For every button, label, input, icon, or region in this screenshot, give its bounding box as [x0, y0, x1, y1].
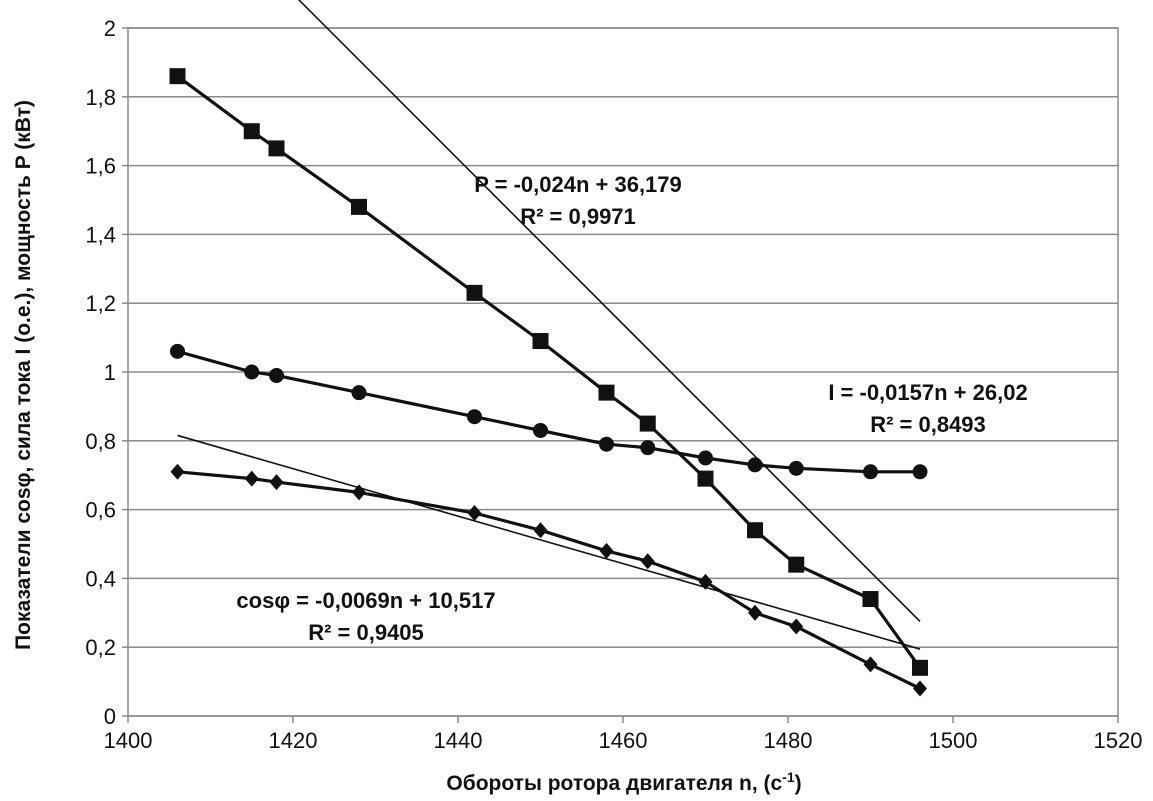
data-point-diamond — [352, 484, 366, 501]
data-point-circle — [912, 464, 928, 480]
trendline-diamond — [177, 434, 921, 650]
trendline-square — [297, 0, 921, 622]
data-point-circle — [467, 409, 482, 425]
equation-cos: cosφ = -0,0069n + 10,517 — [236, 588, 495, 613]
y-tick-label: 1,6 — [85, 154, 116, 179]
data-point-diamond — [698, 573, 713, 590]
data-point-circle — [747, 457, 763, 473]
equation-i: I = -0,0157n + 26,02 — [828, 380, 1027, 405]
x-tick-label: 1440 — [434, 728, 483, 753]
data-point-diamond — [533, 522, 548, 539]
data-point-square — [747, 522, 763, 539]
data-point-circle — [599, 436, 614, 452]
data-point-square — [243, 123, 260, 140]
data-point-square — [697, 470, 714, 487]
data-point-circle — [788, 460, 804, 476]
x-axis-title-main: Обороты ротора двигателя n, (с — [446, 772, 782, 795]
data-point-square — [862, 591, 879, 608]
data-point-square — [268, 140, 285, 157]
data-point-circle — [640, 440, 656, 456]
data-point-diamond — [863, 656, 878, 673]
x-axis-title-tail: ) — [795, 772, 802, 795]
x-axis-title: Обороты ротора двигателя n, (с-1) — [446, 769, 801, 795]
data-point-square — [598, 384, 615, 401]
data-point-circle — [351, 385, 367, 401]
x-tick-label: 1500 — [929, 728, 978, 753]
y-axis-title: Показатели cosφ, сила тока I (о.е.), мощ… — [12, 100, 35, 650]
data-point-square — [532, 333, 549, 350]
equation-p: P = -0,024n + 36,179 — [474, 172, 682, 197]
data-point-diamond — [640, 553, 655, 570]
x-axis-title-sup: -1 — [782, 769, 795, 785]
trendlines — [177, 0, 921, 650]
data-point-square — [912, 659, 928, 676]
data-point-diamond — [269, 474, 284, 491]
y-tick-label: 1,2 — [85, 291, 116, 316]
y-tick-label: 0,2 — [85, 635, 116, 660]
data-point-circle — [863, 464, 878, 480]
data-series — [169, 68, 928, 697]
data-point-diamond — [913, 680, 927, 697]
y-tick-label: 1 — [104, 360, 116, 385]
y-tick-label: 0,6 — [85, 498, 116, 523]
y-tick-label: 0 — [104, 704, 116, 729]
r2-p: R² = 0,9971 — [520, 204, 636, 229]
data-point-diamond — [748, 604, 762, 621]
data-point-square — [169, 68, 186, 85]
x-tick-label: 1460 — [599, 728, 648, 753]
data-point-circle — [698, 450, 713, 466]
data-point-diamond — [789, 618, 804, 635]
x-tick-label: 1480 — [764, 728, 813, 753]
x-tick-label: 1420 — [269, 728, 318, 753]
data-point-square — [466, 284, 483, 301]
x-tick-label: 1400 — [104, 728, 153, 753]
tick-labels: 0 0,2 0,4 0,6 0,8 1 1,2 1,4 1,6 1,8 2 1400 1420 1440 1… — [85, 16, 1142, 753]
data-point-diamond — [170, 463, 185, 480]
y-tick-label: 0,4 — [85, 566, 116, 591]
data-point-circle — [269, 367, 284, 383]
data-point-circle — [170, 343, 185, 359]
y-tick-label: 0,8 — [85, 429, 116, 454]
y-tick-label: 1,4 — [85, 222, 116, 247]
data-point-diamond — [244, 470, 259, 487]
data-point-square — [351, 198, 367, 215]
data-point-circle — [244, 364, 260, 380]
r2-i: R² = 0,8493 — [870, 412, 986, 437]
data-point-diamond — [599, 542, 614, 559]
x-tick-label: 1520 — [1094, 728, 1143, 753]
data-point-diamond — [467, 505, 482, 522]
y-tick-label: 1,8 — [85, 85, 116, 110]
y-tick-label: 2 — [104, 16, 116, 41]
series-line-diamond — [177, 470, 921, 690]
data-point-square — [788, 556, 805, 573]
data-point-circle — [533, 422, 548, 438]
series-line-circle — [177, 349, 920, 474]
data-point-square — [639, 415, 656, 432]
r2-cos: R² = 0,9405 — [308, 620, 424, 645]
